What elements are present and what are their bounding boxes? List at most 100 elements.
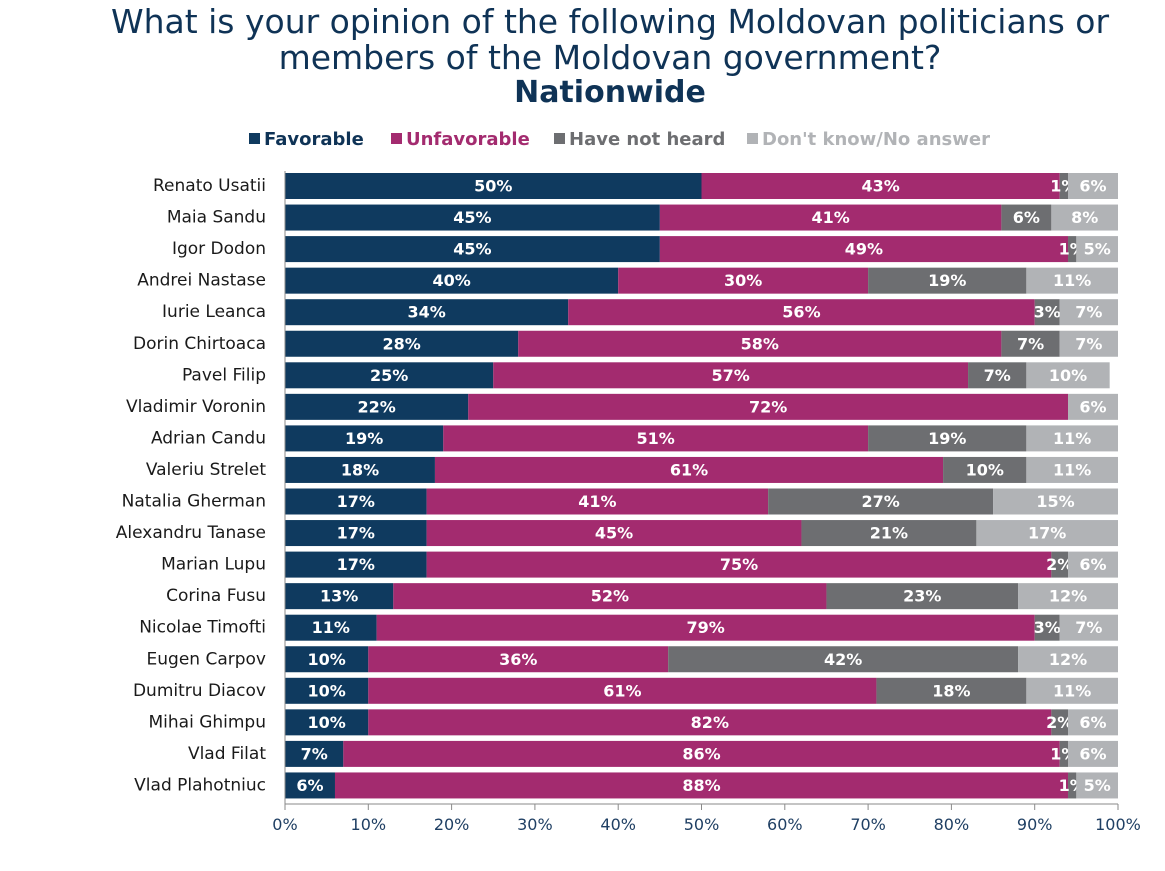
legend-label-unfavorable: Unfavorable	[406, 129, 530, 150]
data-label-have-not-heard-iurie-leanca: 3%	[1034, 303, 1061, 322]
category-label-iurie-leanca: Iurie Leanca	[162, 302, 266, 322]
bar-segment-unfavorable-mihai-ghimpu	[368, 709, 1052, 736]
data-label-unfavorable-marian-lupu: 75%	[720, 555, 758, 574]
data-label-favorable-dumitru-diacov: 10%	[308, 681, 346, 700]
bar-segment-favorable-corina-fusu	[285, 583, 394, 610]
bar-segment-have-not-heard-igor-dodon	[1068, 236, 1077, 263]
chart-legend: Favorable Unfavorable Have not heard Don…	[0, 129, 1165, 151]
bar-segment-dont-know-dorin-chirtoaca	[1059, 330, 1118, 357]
data-label-favorable-pavel-filip: 25%	[370, 366, 408, 385]
data-label-unfavorable-igor-dodon: 49%	[845, 240, 883, 259]
data-label-have-not-heard-dorin-chirtoaca: 7%	[1017, 334, 1044, 353]
legend-item-unfavorable: Unfavorable	[391, 129, 530, 151]
bar-segment-dont-know-maia-sandu	[1051, 204, 1118, 231]
bar-segment-unfavorable-adrian-candu	[443, 425, 869, 452]
bar-segment-dont-know-valeriu-strelet	[1026, 456, 1118, 483]
category-label-dumitru-diacov: Dumitru Diacov	[133, 681, 266, 701]
data-label-dont-know-dorin-chirtoaca: 7%	[1075, 334, 1102, 353]
bar-segment-dont-know-natalia-gherman	[993, 488, 1118, 515]
data-label-have-not-heard-adrian-candu: 19%	[928, 429, 966, 448]
data-label-favorable-nicolae-timofti: 11%	[312, 618, 350, 637]
data-label-have-not-heard-maia-sandu: 6%	[1013, 208, 1040, 227]
data-label-unfavorable-maia-sandu: 41%	[811, 208, 849, 227]
data-label-unfavorable-corina-fusu: 52%	[591, 587, 629, 606]
bar-segment-unfavorable-alexandru-tanase	[426, 520, 802, 547]
bar-segment-have-not-heard-corina-fusu	[826, 583, 1019, 610]
data-label-dont-know-mihai-ghimpu: 6%	[1079, 713, 1106, 732]
category-label-marian-lupu: Marian Lupu	[161, 555, 266, 575]
bar-segment-dont-know-nicolae-timofti	[1059, 614, 1118, 641]
data-label-favorable-mihai-ghimpu: 10%	[308, 713, 346, 732]
data-label-favorable-natalia-gherman: 17%	[337, 492, 375, 511]
x-tick-label-60: 60%	[767, 815, 803, 834]
category-label-pavel-filip: Pavel Filip	[182, 365, 266, 385]
category-label-corina-fusu: Corina Fusu	[166, 586, 266, 606]
data-label-favorable-marian-lupu: 17%	[337, 555, 375, 574]
bar-segment-unfavorable-iurie-leanca	[568, 299, 1035, 326]
data-label-dont-know-adrian-candu: 11%	[1053, 429, 1091, 448]
data-label-have-not-heard-alexandru-tanase: 21%	[870, 524, 908, 543]
bar-segment-favorable-maia-sandu	[285, 204, 660, 231]
bar-segment-favorable-iurie-leanca	[285, 299, 569, 326]
bar-segment-unfavorable-vlad-filat	[343, 740, 1060, 767]
data-label-dont-know-vladimir-voronin: 6%	[1079, 397, 1106, 416]
data-label-dont-know-nicolae-timofti: 7%	[1075, 618, 1102, 637]
data-label-have-not-heard-natalia-gherman: 27%	[861, 492, 899, 511]
data-label-dont-know-vlad-plahotniuc: 5%	[1084, 776, 1111, 795]
x-tick-label-70: 70%	[850, 815, 886, 834]
x-tick-label-20: 20%	[434, 815, 470, 834]
data-label-have-not-heard-mihai-ghimpu: 2%	[1046, 713, 1073, 732]
data-label-unfavorable-vlad-filat: 86%	[682, 744, 720, 763]
data-label-dont-know-natalia-gherman: 15%	[1036, 492, 1074, 511]
bar-segment-favorable-vlad-filat	[285, 740, 344, 767]
data-label-favorable-andrei-nastase: 40%	[432, 271, 470, 290]
bar-segment-have-not-heard-valeriu-strelet	[943, 456, 1027, 483]
bar-segment-have-not-heard-marian-lupu	[1051, 551, 1069, 578]
category-label-igor-dodon: Igor Dodon	[172, 239, 266, 259]
bar-segment-favorable-alexandru-tanase	[285, 520, 427, 547]
data-label-have-not-heard-nicolae-timofti: 3%	[1034, 618, 1061, 637]
bar-segment-dont-know-marian-lupu	[1068, 551, 1118, 578]
x-tick-label-10: 10%	[351, 815, 387, 834]
data-label-unfavorable-valeriu-strelet: 61%	[670, 460, 708, 479]
bar-segment-unfavorable-maia-sandu	[659, 204, 1002, 231]
legend-swatch-favorable	[249, 133, 260, 144]
legend-swatch-unfavorable	[391, 133, 402, 144]
bar-segment-dont-know-vlad-plahotniuc	[1076, 772, 1118, 799]
bar-segment-favorable-eugen-carpov	[285, 646, 369, 673]
data-label-favorable-vlad-plahotniuc: 6%	[296, 776, 323, 795]
data-label-unfavorable-dumitru-diacov: 61%	[603, 681, 641, 700]
bar-segment-favorable-renato-usatii	[285, 173, 702, 199]
category-label-renato-usatii: Renato Usatii	[153, 176, 266, 196]
category-label-dorin-chirtoaca: Dorin Chirtoaca	[133, 334, 266, 354]
category-label-vlad-filat: Vlad Filat	[188, 744, 266, 764]
x-tick-label-80: 80%	[934, 815, 970, 834]
bar-segment-favorable-pavel-filip	[285, 362, 494, 389]
data-label-favorable-vladimir-voronin: 22%	[357, 397, 395, 416]
bar-segment-unfavorable-vlad-plahotniuc	[334, 772, 1069, 799]
bar-segment-have-not-heard-iurie-leanca	[1034, 299, 1060, 326]
bar-segment-dont-know-mihai-ghimpu	[1068, 709, 1118, 736]
bar-segment-favorable-natalia-gherman	[285, 488, 427, 515]
bar-segment-favorable-vlad-plahotniuc	[285, 772, 335, 799]
legend-item-have-not-heard: Have not heard	[554, 129, 725, 151]
category-label-andrei-nastase: Andrei Nastase	[137, 271, 266, 291]
bar-segment-favorable-nicolae-timofti	[285, 614, 377, 641]
bar-segment-have-not-heard-natalia-gherman	[768, 488, 994, 515]
data-label-dont-know-vlad-filat: 6%	[1079, 744, 1106, 763]
chart-title-line-1: What is your opinion of the following Mo…	[110, 2, 1110, 41]
data-label-unfavorable-eugen-carpov: 36%	[499, 650, 537, 669]
data-label-dont-know-eugen-carpov: 12%	[1049, 650, 1087, 669]
legend-label-dont-know: Don't know/No answer	[762, 129, 990, 150]
legend-label-favorable: Favorable	[264, 129, 364, 150]
bar-segment-favorable-dorin-chirtoaca	[285, 330, 519, 357]
data-label-have-not-heard-pavel-filip: 7%	[984, 366, 1011, 385]
data-label-unfavorable-adrian-candu: 51%	[637, 429, 675, 448]
bar-segment-favorable-dumitru-diacov	[285, 677, 369, 704]
x-tick-label-40: 40%	[600, 815, 636, 834]
bar-segment-dont-know-dumitru-diacov	[1026, 677, 1118, 704]
data-label-dont-know-andrei-nastase: 11%	[1053, 271, 1091, 290]
data-label-dont-know-iurie-leanca: 7%	[1075, 303, 1102, 322]
bar-segment-favorable-mihai-ghimpu	[285, 709, 369, 736]
data-label-unfavorable-vlad-plahotniuc: 88%	[682, 776, 720, 795]
